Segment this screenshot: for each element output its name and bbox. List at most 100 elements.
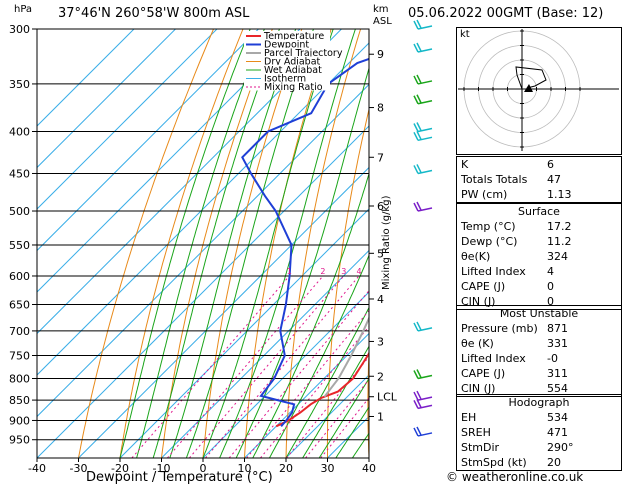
- pressure-tick-label: 750: [9, 349, 30, 362]
- wind-barb-staff: [417, 396, 433, 401]
- hodograph: [458, 29, 619, 151]
- temperature-tick-label: -20: [111, 462, 129, 475]
- mixing-ratio-line: [167, 275, 324, 458]
- index-label: CAPE (J): [461, 367, 506, 380]
- wind-barb-flag: [416, 130, 422, 140]
- pressure-tick-label: 850: [9, 394, 30, 407]
- height-tick-label: 5: [377, 247, 384, 260]
- pressure-unit-label: hPa: [14, 4, 33, 15]
- wind-barb-flag: [413, 20, 419, 30]
- wind-barb-flag: [413, 427, 419, 437]
- index-value: 0: [547, 295, 554, 308]
- index-value: 471: [547, 426, 568, 439]
- pressure-tick-label: 550: [9, 239, 30, 252]
- temperature-tick-label: 10: [238, 462, 252, 475]
- stability-indices-table: K 6 Totals Totals 47 PW (cm) 1.13: [456, 156, 622, 203]
- wind-barb-flag: [413, 165, 419, 174]
- mixing-ratio-line: [246, 309, 369, 458]
- wind-barb-staff: [417, 169, 433, 175]
- index-label: Dewp (°C): [461, 235, 518, 248]
- height-unit-label: km ASL: [373, 4, 392, 28]
- index-row: CAPE (J) 0: [457, 279, 622, 294]
- index-value: 4: [547, 265, 554, 278]
- dewpoint-profile: [241, 57, 369, 427]
- hodograph-trace: [515, 66, 547, 90]
- wind-barb-flag: [416, 426, 422, 436]
- surface-table: Surface Temp (°C) 17.2 Dewp (°C) 11.2 θe(K) 32…: [456, 203, 622, 310]
- legend-bg: [244, 39, 330, 48]
- wind-barb-staff: [417, 80, 433, 85]
- isotherm-line: [37, 42, 369, 376]
- index-row: CIN (J) 554: [457, 381, 622, 397]
- section-title: Hodograph: [508, 396, 570, 409]
- wind-barb-flag: [416, 201, 422, 211]
- hodograph-frame: kt: [456, 27, 622, 155]
- index-label: CIN (J): [461, 295, 496, 308]
- wet-adiabat-line: [152, 29, 280, 458]
- index-row: EH 534: [457, 410, 622, 425]
- wind-barb-flag: [416, 164, 422, 173]
- wet-adiabat-line: [136, 29, 265, 458]
- pressure-tick-label: 700: [9, 325, 30, 338]
- wind-barb-flag: [413, 131, 419, 141]
- wind-barb-flag: [413, 391, 419, 401]
- wind-barb-flag: [416, 369, 422, 378]
- index-row: CIN (J) 0: [457, 294, 622, 310]
- legend-label: Dry Adiabat: [264, 57, 321, 68]
- wind-barb-flag: [416, 399, 422, 408]
- mixing-ratio-axis-title: Mixing Ratio (g/kg): [381, 195, 392, 290]
- isotherm-line: [202, 291, 369, 458]
- wind-barb-staff: [417, 99, 433, 105]
- plot-area: [37, 29, 449, 458]
- index-value: 554: [547, 382, 568, 395]
- legend-bg: [244, 73, 330, 82]
- storm-motion-marker: [524, 84, 533, 92]
- wet-adiabat-line: [302, 345, 369, 458]
- temperature-tick-label: 30: [321, 462, 335, 475]
- wind-barb-flag: [413, 202, 419, 212]
- height-tick-label: 7: [377, 151, 384, 164]
- index-label: θe (K): [461, 337, 494, 350]
- temperature-tick-label: -10: [153, 462, 171, 475]
- temperature-profile: [275, 351, 369, 428]
- index-row: Totals Totals 47: [457, 172, 622, 187]
- index-row: PW (cm) 1.13: [457, 187, 622, 203]
- index-value: 534: [547, 411, 568, 424]
- isotherm-line: [37, 29, 259, 252]
- index-row: Temp (°C) 17.2: [457, 219, 622, 234]
- wind-barb-staff: [417, 374, 433, 380]
- legend-bg: [244, 56, 330, 65]
- section-title: Surface: [518, 205, 560, 218]
- wind-barb-flag: [416, 122, 422, 131]
- isotherm-line: [37, 29, 342, 335]
- index-label: θe(K): [461, 250, 491, 263]
- wet-adiabat-line: [285, 306, 369, 458]
- height-tick-label: LCL: [377, 391, 398, 404]
- wind-barb-flag: [413, 123, 419, 132]
- index-value: 311: [547, 367, 568, 380]
- dry-adiabat-line: [407, 29, 449, 458]
- index-value: 17.2: [547, 220, 572, 233]
- height-tick-label: 3: [377, 335, 384, 348]
- wind-barb-staff: [417, 207, 433, 212]
- isotherm-line: [37, 125, 369, 458]
- index-row: StmSpd (kt) 20: [457, 455, 622, 471]
- parcel-trajectory-profile: [323, 315, 369, 398]
- index-value: 871: [547, 322, 568, 335]
- index-value: 1.13: [547, 188, 572, 201]
- temperature-tick-label: 40: [362, 462, 376, 475]
- height-tick-label: 9: [377, 48, 384, 61]
- wet-adiabat-line: [318, 377, 369, 458]
- height-tick-label: 4: [377, 293, 384, 306]
- index-label: SREH: [461, 426, 491, 439]
- index-label: PW (cm): [461, 188, 508, 201]
- wind-barb-staff: [417, 48, 433, 53]
- index-row: θe(K) 324: [457, 249, 622, 264]
- wind-barb-flag: [413, 400, 419, 409]
- legend-label: Dewpoint: [264, 40, 309, 51]
- pressure-tick-label: 350: [9, 78, 30, 91]
- hodograph-params-table: Hodograph EH 534 SREH 471 StmDir 290° StmSpd (k…: [456, 394, 622, 471]
- most-unstable-table: Most Unstable Pressure (mb) 871 θe (K) 331 Li…: [456, 305, 622, 397]
